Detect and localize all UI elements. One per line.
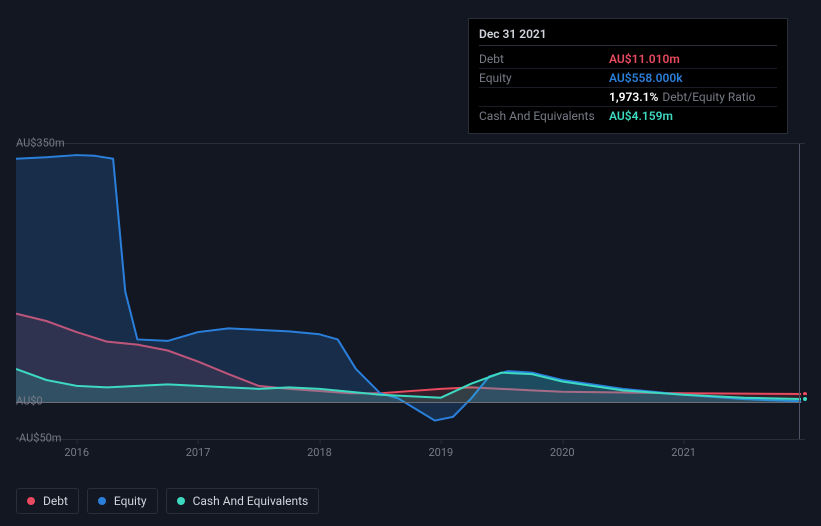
tooltip-row-label: Equity xyxy=(479,71,609,85)
cursor-dot xyxy=(801,395,809,403)
legend-label: Equity xyxy=(114,494,147,508)
x-axis: 2016 2017 2018 2019 2020 2021 xyxy=(16,446,805,462)
tooltip-rows: DebtAU$11.010mEquityAU$558.000k1,973.1%D… xyxy=(479,50,777,125)
plot-svg xyxy=(16,144,805,439)
x-axis-label: 2016 xyxy=(64,446,89,459)
legend-label: Debt xyxy=(43,494,68,508)
series-area xyxy=(16,155,805,421)
tooltip-row: EquityAU$558.000k xyxy=(479,69,777,88)
tooltip-row-value: AU$558.000k xyxy=(609,71,683,85)
tooltip-row-label: Debt xyxy=(479,52,609,66)
x-axis-label: 2017 xyxy=(186,446,211,459)
tooltip-row: 1,973.1% Debt/Equity Ratio xyxy=(479,88,777,107)
tooltip-row-value: AU$11.010m xyxy=(609,52,680,66)
chart-area: 2016 2017 2018 2019 2020 2021 AU$350m AU$0 -AU$… xyxy=(16,120,805,476)
legend: Debt Equity Cash And Equivalents xyxy=(16,488,319,514)
legend-dot-icon xyxy=(98,497,106,505)
zero-gridline xyxy=(16,402,805,403)
legend-label: Cash And Equivalents xyxy=(193,494,309,508)
tooltip-row-suffix: Debt/Equity Ratio xyxy=(662,90,755,104)
chart-tooltip: Dec 31 2021 DebtAU$11.010mEquityAU$558.0… xyxy=(468,18,788,134)
legend-item[interactable]: Debt xyxy=(16,488,79,514)
y-axis-label: AU$0 xyxy=(16,395,43,408)
legend-dot-icon xyxy=(177,497,185,505)
x-axis-label: 2019 xyxy=(428,446,453,459)
x-axis-label: 2021 xyxy=(671,446,696,459)
tooltip-row: DebtAU$11.010m xyxy=(479,50,777,69)
tooltip-row-label xyxy=(479,90,609,104)
tooltip-date: Dec 31 2021 xyxy=(479,27,777,46)
tooltip-row-value: 1,973.1% xyxy=(609,90,658,104)
y-axis-label: AU$350m xyxy=(16,137,65,150)
cursor-line xyxy=(799,144,800,439)
plot-region[interactable] xyxy=(16,143,805,440)
y-axis-label: -AU$50m xyxy=(16,432,61,445)
x-axis-label: 2020 xyxy=(550,446,575,459)
legend-item[interactable]: Equity xyxy=(87,488,158,514)
legend-dot-icon xyxy=(27,497,35,505)
x-axis-label: 2018 xyxy=(307,446,332,459)
legend-item[interactable]: Cash And Equivalents xyxy=(166,488,320,514)
